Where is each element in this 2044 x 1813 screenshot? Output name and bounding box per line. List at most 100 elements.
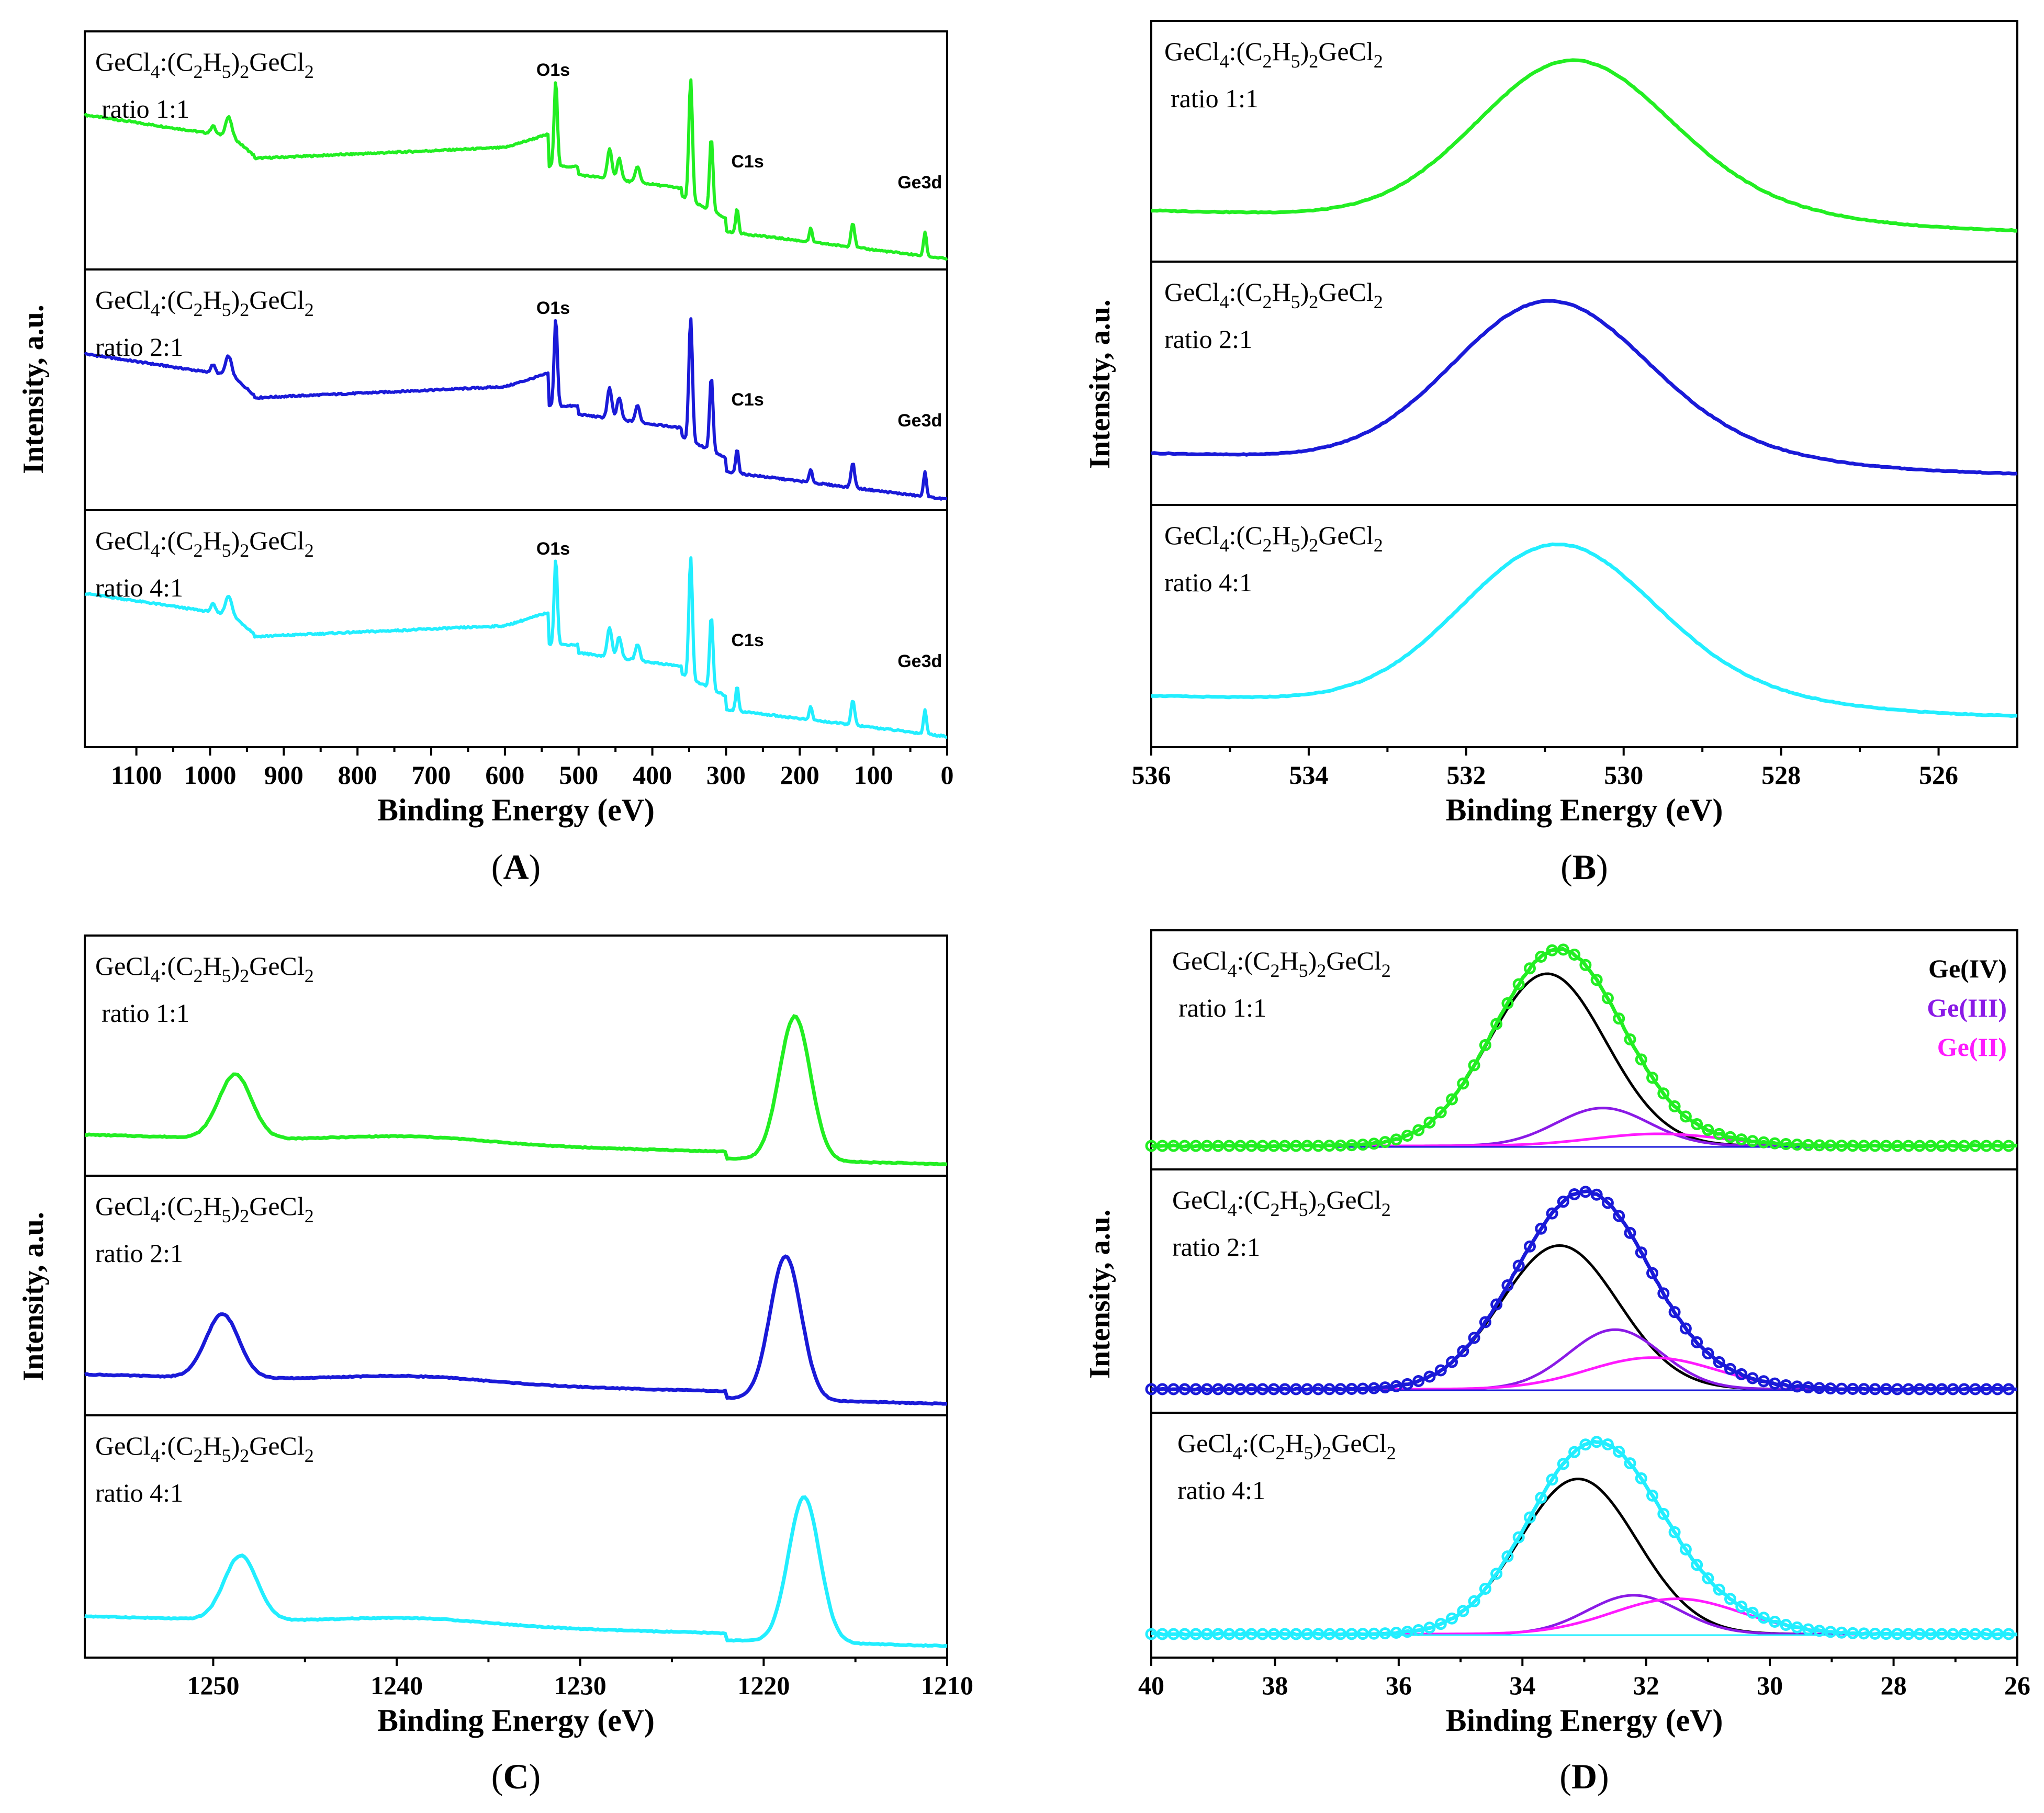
legend-entry: Ge(II) [1937,1032,2007,1062]
sample-label: GeCl4:(C2H5)2GeCl2 [95,1431,314,1466]
panel-letter: (B) [1560,847,1608,887]
data-point [1702,1123,1714,1136]
x-tick-label: 1220 [737,1671,790,1700]
panel-frame [84,30,948,748]
data-point [1234,1628,1246,1640]
x-tick-label: 534 [1289,760,1328,790]
data-point [1479,1039,1491,1051]
data-point [1746,1606,1759,1619]
sample-ratio-label: ratio 2:1 [95,1238,183,1268]
data-point [1501,1550,1514,1563]
data-point [1579,1186,1592,1198]
data-point [1869,1140,1881,1152]
x-tick-label: 700 [412,760,451,790]
data-point [1691,1336,1703,1348]
data-point [1635,1472,1647,1484]
data-point [1345,1139,1358,1152]
data-point [1624,1033,1636,1045]
data-point [1312,1383,1324,1395]
peak-label: O1s [536,60,570,80]
data-point [1468,1059,1480,1072]
data-point [1200,1383,1213,1395]
data-point [1746,1135,1759,1147]
data-point [1735,1133,1748,1146]
sample-ratio-label: ratio 1:1 [102,998,189,1028]
data-point [1423,1116,1436,1129]
panel-d: 40 38 36 34 32 30 28 26 Binding Energy (eV) Inten… [1084,929,2030,1796]
data-point [1212,1140,1225,1152]
x-tick-label: 40 [1138,1671,1164,1700]
data-point [1657,1287,1670,1300]
data-point [1189,1140,1202,1152]
data-point [1356,1628,1369,1640]
data-point [1323,1140,1335,1152]
data-point [1512,1531,1525,1544]
data-point [1579,959,1592,971]
data-point [1568,1188,1581,1200]
data-point [1167,1628,1180,1640]
data-point [1969,1383,1982,1395]
x-tick-label: 532 [1446,760,1486,790]
peak-label: Ge3d [897,411,942,431]
data-point [1178,1140,1191,1152]
data-point [1223,1383,1236,1395]
sample-ratio-label: ratio 2:1 [1172,1232,1260,1262]
peak-label: C1s [731,630,763,650]
data-point [1813,1139,1826,1152]
data-point [1724,1362,1736,1375]
data-point [1412,1124,1425,1136]
sample-ratio-label: ratio 2:1 [95,332,183,362]
data-point [1468,1595,1480,1607]
data-point [1512,978,1525,990]
sample-ratio-label: ratio 4:1 [1164,568,1252,597]
data-point [1267,1383,1280,1395]
data-point [1646,1267,1659,1279]
data-point [1212,1383,1225,1395]
data-point [1390,1133,1402,1146]
sample-label: GeCl4:(C2H5)2GeCl2 [1172,946,1391,981]
data-point [1156,1383,1169,1395]
data-point [1746,1372,1759,1384]
data-point [1847,1140,1859,1152]
sample-ratio-label: ratio 4:1 [95,573,183,602]
y-axis-title: Intensity, a.u. [1084,1209,1116,1379]
x-tick-label: 800 [338,760,377,790]
data-point [1835,1626,1848,1639]
data-point [1579,1438,1592,1451]
x-tick-label: 530 [1604,760,1643,790]
peak-label: C1s [731,390,763,410]
data-point [1691,1559,1703,1571]
data-point [1145,1628,1158,1640]
x-tick-label: 26 [2004,1671,2030,1700]
data-point [1290,1628,1302,1640]
data-point [1624,1457,1636,1470]
data-point [1613,1012,1625,1025]
data-point [1791,1139,1803,1151]
data-point [1824,1139,1837,1152]
data-point [1691,1118,1703,1131]
data-point [1802,1623,1814,1636]
sample-label: GeCl4:(C2H5)2GeCl2 [1164,277,1383,312]
series-line-ratio-4-1 [84,1495,948,1648]
legend-entry: Ge(III) [1927,993,2007,1022]
data-point [1880,1628,1892,1640]
x-tick-label: 600 [485,760,524,790]
data-point [1401,1378,1413,1390]
data-point [1557,1196,1569,1208]
data-point [1880,1383,1892,1395]
peak-label: O1s [536,539,570,559]
data-point [1290,1140,1302,1152]
data-point [1145,1140,1158,1152]
data-point [1769,1137,1781,1150]
data-point [1189,1628,1202,1640]
data-point [1980,1140,1993,1152]
x-axis-title: Binding Energy (eV) [377,1703,655,1738]
data-point [1167,1140,1180,1152]
data-point [1780,1379,1792,1391]
sample-ratio-label: ratio 1:1 [1178,993,1266,1022]
data-point [1557,943,1569,956]
sample-label: GeCl4:(C2H5)2GeCl2 [95,285,314,320]
peak-label: Ge3d [897,651,942,671]
panel-frame [1150,929,2018,1659]
